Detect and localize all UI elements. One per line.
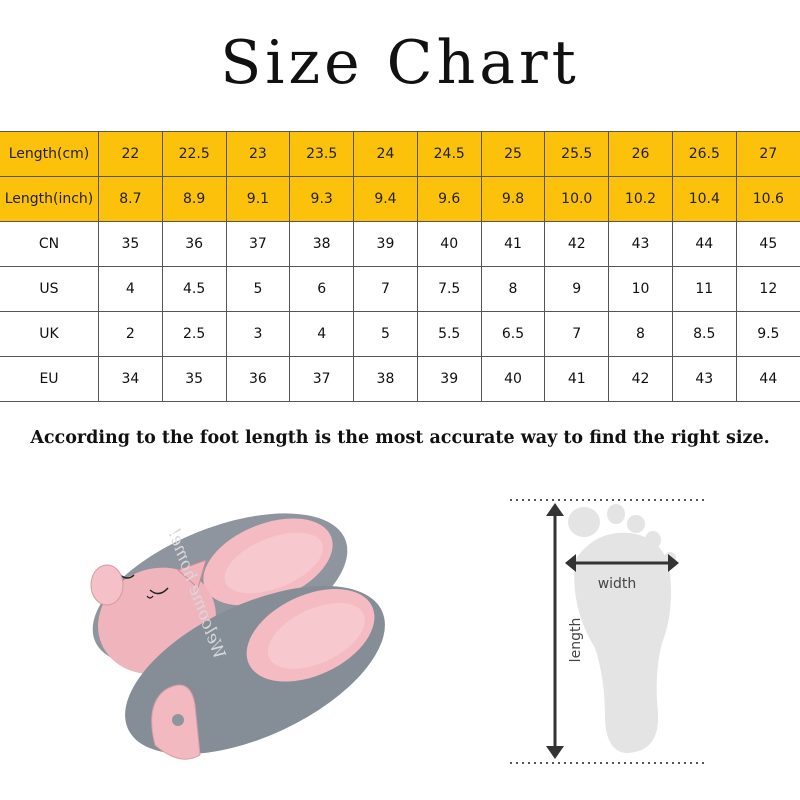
row-label: EU bbox=[0, 356, 99, 402]
size-row: Length(cm) 22 22.5 23 23.5 24 24.5 25 25.5 26 26.5… bbox=[0, 131, 800, 177]
size-cell: 23 bbox=[225, 131, 291, 177]
size-cell: 43 bbox=[671, 356, 737, 402]
size-cell: 41 bbox=[544, 356, 610, 402]
size-cell: 8.7 bbox=[98, 176, 163, 222]
size-cell: 5 bbox=[353, 311, 418, 357]
size-cell: 42 bbox=[544, 221, 610, 267]
size-cell: 40 bbox=[480, 356, 546, 402]
size-cell: 37 bbox=[225, 221, 291, 267]
length-arrow-icon bbox=[546, 503, 564, 759]
foot-measurement-diagram: width length bbox=[510, 499, 705, 764]
sizing-note: According to the foot length is the most… bbox=[30, 428, 770, 448]
size-cell: 35 bbox=[98, 221, 163, 267]
size-cell: 25 bbox=[480, 131, 546, 177]
size-row: CN 35 36 37 38 39 40 41 42 43 44 45 bbox=[0, 221, 800, 267]
length-label: length bbox=[568, 618, 584, 663]
size-row: UK 2 2.5 3 4 5 5.5 6.5 7 8 8.5 9.5 bbox=[0, 311, 800, 357]
size-cell: 11 bbox=[671, 266, 737, 312]
row-label: CN bbox=[0, 221, 99, 267]
size-cell: 10.0 bbox=[544, 176, 610, 222]
size-cell: 44 bbox=[671, 221, 737, 267]
size-cell: 45 bbox=[735, 221, 800, 267]
size-row: US 4 4.5 5 6 7 7.5 8 9 10 11 12 bbox=[0, 266, 800, 312]
cat-face bbox=[90, 559, 207, 606]
size-cell: 2.5 bbox=[161, 311, 227, 357]
size-cell: 9.3 bbox=[289, 176, 355, 222]
width-label: width bbox=[598, 576, 637, 592]
size-cell: 44 bbox=[735, 356, 800, 402]
size-table: Length(cm) 22 22.5 23 23.5 24 24.5 25 25.5 26 26.5… bbox=[0, 131, 800, 402]
size-cell: 4 bbox=[289, 311, 355, 357]
row-label: Length(cm) bbox=[0, 131, 99, 177]
size-cell: 9.8 bbox=[480, 176, 546, 222]
foot-outline-icon bbox=[568, 504, 676, 753]
size-row: Length(inch) 8.7 8.9 9.1 9.3 9.4 9.6 9.8 10.0 10.… bbox=[0, 176, 800, 222]
size-cell: 26.5 bbox=[671, 131, 737, 177]
size-cell: 34 bbox=[98, 356, 163, 402]
size-cell: 12 bbox=[735, 266, 800, 312]
size-cell: 22 bbox=[98, 131, 163, 177]
size-cell: 9.5 bbox=[735, 311, 800, 357]
width-arrow-icon bbox=[565, 554, 679, 572]
size-cell: 36 bbox=[225, 356, 291, 402]
size-cell: 10.6 bbox=[735, 176, 800, 222]
size-cell: 35 bbox=[161, 356, 227, 402]
size-cell: 24 bbox=[353, 131, 418, 177]
size-cell: 27 bbox=[735, 131, 800, 177]
page-title: Size Chart bbox=[220, 28, 580, 98]
size-cell: 23.5 bbox=[289, 131, 355, 177]
size-cell: 37 bbox=[289, 356, 355, 402]
size-cell: 39 bbox=[416, 356, 482, 402]
size-cell: 7 bbox=[353, 266, 418, 312]
size-cell: 25.5 bbox=[544, 131, 610, 177]
size-cell: 38 bbox=[353, 356, 418, 402]
size-cell: 10.4 bbox=[671, 176, 737, 222]
size-cell: 7.5 bbox=[416, 266, 482, 312]
size-cell: 5 bbox=[225, 266, 291, 312]
cat-slippers-image: Welcome home! bbox=[90, 513, 385, 760]
size-cell: 10.2 bbox=[608, 176, 673, 222]
size-cell: 9.4 bbox=[353, 176, 418, 222]
size-cell: 36 bbox=[161, 221, 227, 267]
size-cell: 42 bbox=[608, 356, 673, 402]
size-row: EU 34 35 36 37 38 39 40 41 42 43 44 bbox=[0, 356, 800, 402]
size-cell: 4.5 bbox=[161, 266, 227, 312]
row-label: Length(inch) bbox=[0, 176, 99, 222]
size-cell: 9.6 bbox=[416, 176, 482, 222]
size-cell: 8 bbox=[480, 266, 546, 312]
